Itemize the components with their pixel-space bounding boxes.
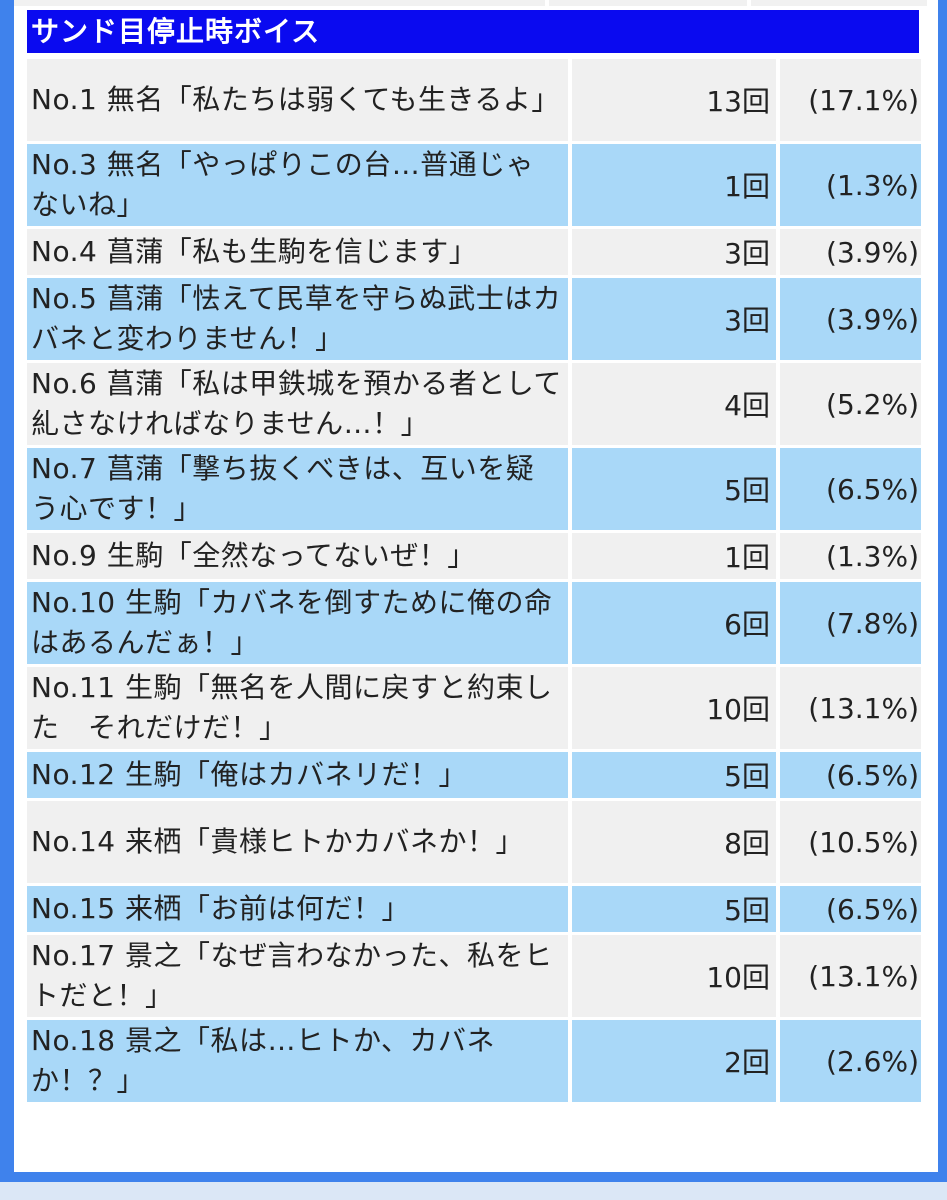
voice-count: 1回: [568, 144, 776, 226]
table-row: No.1 無名「私たちは弱くても生きるよ」 13回 (17.1%): [27, 59, 921, 141]
table-row: No.6 菖蒲「私は甲鉄城を預かる者として糺さなければなりません…！」 4回 (5.…: [27, 363, 921, 445]
voice-percent: (17.1%): [776, 59, 921, 141]
voice-count: 5回: [568, 448, 776, 530]
voice-count: 1回: [568, 533, 776, 579]
table-row: No.4 菖蒲「私も生駒を信じます」 3回 (3.9%): [27, 229, 921, 275]
voice-percent: (7.8%): [776, 582, 921, 664]
voice-label: No.11 生駒「無名を人間に戻すと約束した それだけだ！」: [27, 667, 568, 749]
voice-label: No.14 来栖「貴様ヒトかカバネか！」: [27, 801, 568, 883]
voice-count: 5回: [568, 752, 776, 798]
voice-stats-table: No.1 無名「私たちは弱くても生きるよ」 13回 (17.1%) No.3 無名「や…: [27, 56, 921, 1105]
voice-count: 3回: [568, 229, 776, 275]
table-row: No.10 生駒「カバネを倒すために俺の命はあるんだぁ！」 6回 (7.8%): [27, 582, 921, 664]
table-row: No.11 生駒「無名を人間に戻すと約束した それだけだ！」 10回 (13.1%): [27, 667, 921, 749]
voice-count: 2回: [568, 1020, 776, 1102]
voice-count: 8回: [568, 801, 776, 883]
voice-count: 13回: [568, 59, 776, 141]
voice-count: 5回: [568, 886, 776, 932]
voice-label: No.6 菖蒲「私は甲鉄城を預かる者として糺さなければなりません…！」: [27, 363, 568, 445]
voice-label: No.1 無名「私たちは弱くても生きるよ」: [27, 59, 568, 141]
voice-percent: (10.5%): [776, 801, 921, 883]
voice-label: No.12 生駒「俺はカバネリだ！」: [27, 752, 568, 798]
table-row: No.17 景之「なぜ言わなかった、私をヒトだと！」 10回 (13.1%): [27, 935, 921, 1017]
voice-percent: (6.5%): [776, 448, 921, 530]
voice-percent: (1.3%): [776, 144, 921, 226]
voice-label: No.9 生駒「全然なってないぜ！」: [27, 533, 568, 579]
voice-count: 6回: [568, 582, 776, 664]
voice-percent: (1.3%): [776, 533, 921, 579]
table-row: No.3 無名「やっぱりこの台…普通じゃないね」 1回 (1.3%): [27, 144, 921, 226]
previous-row-sliver: [14, 0, 938, 8]
voice-percent: (3.9%): [776, 229, 921, 275]
voice-count: 4回: [568, 363, 776, 445]
voice-label: No.18 景之「私は…ヒトか、カバネか！？」: [27, 1020, 568, 1102]
voice-percent: (5.2%): [776, 363, 921, 445]
voice-label: No.10 生駒「カバネを倒すために俺の命はあるんだぁ！」: [27, 582, 568, 664]
voice-percent: (3.9%): [776, 278, 921, 360]
voice-percent: (13.1%): [776, 667, 921, 749]
table-row: No.12 生駒「俺はカバネリだ！」 5回 (6.5%): [27, 752, 921, 798]
table-row: No.5 菖蒲「怯えて民草を守らぬ武士はカバネと変わりません！」 3回 (3.9%): [27, 278, 921, 360]
voice-percent: (6.5%): [776, 886, 921, 932]
voice-percent: (2.6%): [776, 1020, 921, 1102]
voice-percent: (13.1%): [776, 935, 921, 1017]
voice-label: No.7 菖蒲「撃ち抜くべきは、互いを疑う心です！」: [27, 448, 568, 530]
voice-label: No.5 菖蒲「怯えて民草を守らぬ武士はカバネと変わりません！」: [27, 278, 568, 360]
voice-label: No.4 菖蒲「私も生駒を信じます」: [27, 229, 568, 275]
voice-percent: (6.5%): [776, 752, 921, 798]
voice-count: 3回: [568, 278, 776, 360]
table-row: No.7 菖蒲「撃ち抜くべきは、互いを疑う心です！」 5回 (6.5%): [27, 448, 921, 530]
table-row: No.9 生駒「全然なってないぜ！」 1回 (1.3%): [27, 533, 921, 579]
table-row: No.14 来栖「貴様ヒトかカバネか！」 8回 (10.5%): [27, 801, 921, 883]
voice-label: No.17 景之「なぜ言わなかった、私をヒトだと！」: [27, 935, 568, 1017]
voice-label: No.3 無名「やっぱりこの台…普通じゃないね」: [27, 144, 568, 226]
table-row: No.18 景之「私は…ヒトか、カバネか！？」 2回 (2.6%): [27, 1020, 921, 1102]
voice-count: 10回: [568, 935, 776, 1017]
voice-count: 10回: [568, 667, 776, 749]
table-row: No.15 来栖「お前は何だ！」 5回 (6.5%): [27, 886, 921, 932]
voice-label: No.15 来栖「お前は何だ！」: [27, 886, 568, 932]
section-title: サンド目停止時ボイス: [27, 10, 919, 53]
